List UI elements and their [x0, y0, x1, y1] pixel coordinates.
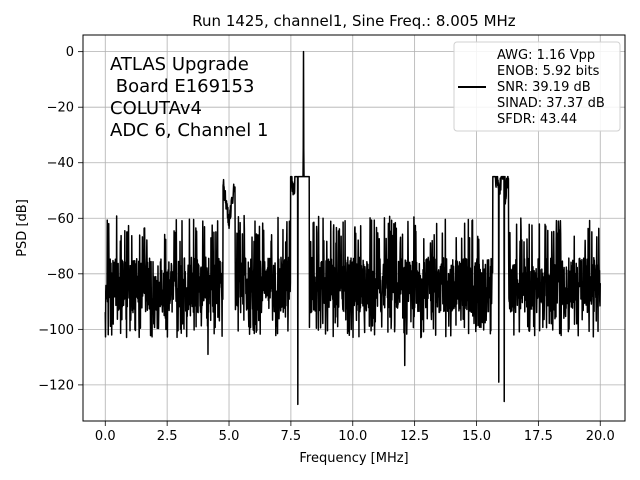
x-tick-label: 0.0 — [95, 429, 116, 444]
annotation-line-2: Board E169153 — [110, 76, 254, 97]
x-tick-label: 10.0 — [338, 429, 367, 444]
annotation-line-1: ATLAS Upgrade — [110, 54, 249, 75]
legend-line-2: ENOB: 5.92 bits — [497, 64, 600, 79]
y-tick-label: 0 — [66, 45, 74, 60]
legend-box — [453, 41, 621, 132]
y-tick-label: −60 — [47, 212, 74, 227]
psd-trace — [104, 50, 601, 406]
x-tick-label: 7.5 — [281, 429, 302, 444]
legend-line-3: SNR: 39.19 dB — [497, 80, 591, 95]
legend-line-5: SFDR: 43.44 — [497, 112, 577, 127]
annotation-line-4: ADC 6, Channel 1 — [110, 120, 268, 141]
psd-series-line — [104, 50, 601, 406]
annotation-line-3: COLUTAv4 — [110, 98, 202, 119]
chart-title: Run 1425, channel1, Sine Freq.: 8.005 MH… — [192, 12, 516, 30]
x-tick-label: 2.5 — [157, 429, 178, 444]
y-tick-label: −20 — [47, 101, 74, 116]
plot-frame — [82, 34, 626, 422]
y-tick-label: −40 — [47, 156, 74, 171]
x-tick-label: 15.0 — [462, 429, 491, 444]
legend-line-1: AWG: 1.16 Vpp — [497, 48, 595, 63]
x-axis-label: Frequency [MHz] — [299, 451, 408, 466]
x-tick-label: 20.0 — [586, 429, 615, 444]
legend: AWG: 1.16 Vpp ENOB: 5.92 bits SNR: 39.19… — [453, 41, 621, 132]
y-tick-label: −80 — [47, 267, 74, 282]
x-tick-label: 17.5 — [524, 429, 553, 444]
axis-ticks: 0.0 2.5 5.0 7.5 10.0 12.5 15.0 17.5 20.0 0 −20 −40 −… — [38, 45, 614, 444]
y-tick-label: −120 — [38, 378, 74, 393]
y-tick-label: −100 — [38, 323, 74, 338]
x-tick-label: 5.0 — [219, 429, 240, 444]
plot-annotation: ATLAS Upgrade Board E169153 COLUTAv4 ADC… — [110, 54, 268, 141]
y-axis-label: PSD [dB] — [15, 199, 30, 257]
legend-line-4: SINAD: 37.37 dB — [497, 96, 605, 111]
x-tick-label: 12.5 — [400, 429, 429, 444]
